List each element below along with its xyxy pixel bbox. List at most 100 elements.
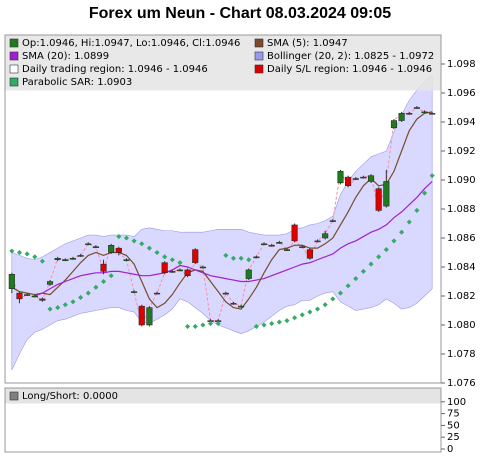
legend-background — [5, 388, 441, 404]
candle-body — [352, 178, 359, 180]
candle-body — [108, 245, 115, 253]
candle-body — [169, 271, 176, 273]
legend-label: Daily trading region: 1.0946 - 1.0946 — [22, 64, 208, 75]
sar-dot — [230, 255, 237, 261]
candle-body — [31, 295, 38, 298]
candle-body — [390, 120, 398, 129]
candle-body — [230, 303, 237, 305]
candle-body — [421, 111, 428, 114]
candle-body — [375, 188, 382, 211]
legend-swatch — [9, 51, 19, 61]
y-tick-label: 1.092 — [447, 146, 476, 157]
candle-body — [299, 246, 306, 248]
sar-dot — [238, 255, 244, 261]
sar-dot — [261, 322, 267, 328]
sar-dot — [337, 290, 344, 296]
sar-dot — [253, 323, 259, 329]
candle-body — [16, 292, 23, 300]
candle-body — [92, 246, 99, 248]
candle-body — [268, 245, 275, 247]
candle-body — [360, 176, 367, 179]
candle-body — [413, 107, 420, 109]
candle-body — [146, 307, 153, 326]
y-tick-label: 1.076 — [447, 378, 476, 389]
candle-body — [138, 305, 145, 326]
y-tick-label: 1.090 — [447, 175, 476, 186]
sar-dot — [139, 241, 145, 247]
sar-dot — [307, 309, 313, 315]
candle-body — [24, 294, 31, 296]
sar-dot — [62, 302, 68, 308]
sar-dot — [55, 305, 61, 311]
legend-label: Daily S/L region: 1.0946 - 1.0946 — [267, 64, 432, 75]
legend-label: Long/Short: 0.0000 — [22, 391, 118, 402]
sar-dot — [100, 278, 107, 285]
candle-body — [153, 292, 161, 295]
candle-body — [100, 263, 107, 272]
sar-dot — [169, 257, 175, 263]
y-tick-label: 1.094 — [447, 117, 476, 128]
sar-dot — [353, 276, 359, 282]
candle-body — [276, 242, 283, 244]
y-tick-label: 1.082 — [447, 291, 476, 302]
sar-dot — [391, 238, 397, 244]
candle-body — [39, 298, 46, 301]
candle-body — [161, 262, 168, 274]
legend-background — [5, 35, 441, 91]
candle-body — [398, 113, 405, 121]
chart-title: Forex um Neun - Chart 08.03.2024 09:05 — [89, 5, 391, 22]
sar-dot — [185, 323, 191, 329]
sar-dot — [223, 252, 229, 258]
y-tick-label: 1.098 — [447, 59, 476, 70]
legend-label: Bollinger (20, 2): 1.0825 - 1.0972 — [267, 51, 434, 62]
sar-dot — [123, 235, 130, 241]
y-tick-label: 100 — [447, 397, 466, 408]
sar-dot — [146, 245, 152, 251]
sar-dot — [299, 312, 305, 318]
y-tick-label: 1.096 — [447, 88, 476, 99]
y-tick-label: 1.078 — [447, 349, 476, 360]
candle-body — [367, 175, 375, 182]
sar-dot — [246, 257, 252, 263]
sar-dot — [330, 296, 336, 302]
legend-swatch — [9, 64, 19, 74]
sar-dot — [177, 260, 183, 266]
candle-body — [131, 291, 138, 293]
candle-body — [306, 249, 313, 259]
candle-body — [345, 176, 352, 187]
legend-label: SMA (20): 1.0899 — [22, 51, 109, 62]
sar-dot — [406, 219, 412, 225]
candle-body — [329, 220, 336, 222]
y-tick-label: 1.080 — [447, 320, 476, 331]
candle-body — [429, 113, 436, 115]
candle-body — [253, 256, 260, 259]
sar-dot — [200, 322, 206, 328]
candle-body — [85, 243, 92, 246]
legend-swatch — [254, 38, 264, 48]
legend-swatch — [254, 51, 264, 61]
candle-body — [383, 181, 390, 207]
candle-body — [199, 266, 206, 269]
y-tick-label: 1.088 — [447, 204, 476, 215]
candle-body — [69, 258, 77, 260]
y-tick-label: 75 — [447, 409, 460, 420]
sar-dot — [215, 321, 221, 327]
candle-body — [238, 305, 245, 308]
candle-body — [8, 274, 15, 289]
candle-body — [291, 224, 298, 242]
sar-dot — [421, 190, 428, 196]
legend-swatch — [254, 64, 264, 74]
candle-body — [222, 292, 229, 295]
candle-body — [283, 249, 291, 251]
sar-dot — [269, 321, 275, 327]
legend-swatch — [9, 391, 19, 401]
y-tick-label: 25 — [447, 432, 460, 443]
y-tick-label: 1.084 — [447, 262, 476, 273]
sar-dot — [207, 321, 214, 327]
sar-dot — [39, 258, 45, 264]
candle-body — [176, 269, 184, 272]
candle-body — [406, 113, 413, 115]
candle-body — [115, 247, 122, 253]
sar-dot — [276, 319, 282, 325]
